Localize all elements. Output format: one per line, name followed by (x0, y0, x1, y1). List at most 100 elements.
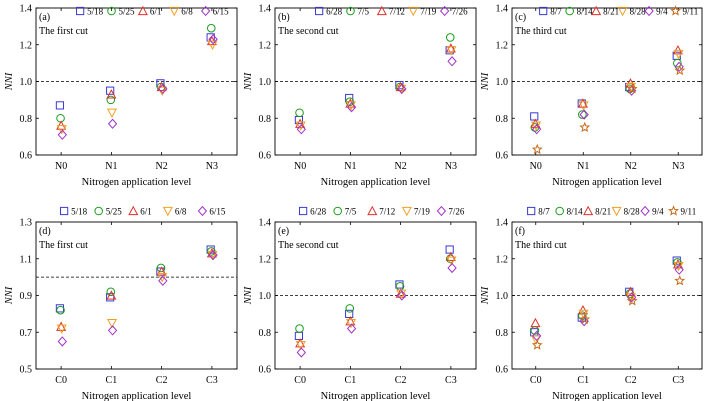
chart-panel-d: 0.5 0.7 0.9 1.1 1.3 C0 C1 C2 C3 Nitrogen applicat… (4, 205, 238, 401)
data-point (674, 275, 686, 286)
legend-label: 9/4 (656, 7, 668, 17)
data-point (345, 304, 355, 313)
x-tick-label: C1 (106, 375, 118, 386)
data-point (107, 118, 118, 129)
legend-label: 7/19 (414, 207, 431, 217)
legend-label: 5/18 (87, 7, 104, 17)
data-point (345, 309, 354, 318)
panel-label: (c) (515, 12, 526, 23)
legend-label: 6/8 (175, 207, 187, 217)
data-point (446, 46, 457, 56)
chart-panel-e: 0.6 0.8 1.0 1.2 1.4 C0 C1 C2 C3 Nitrogen applicat… (243, 205, 477, 401)
data-point (530, 118, 541, 128)
y-tick-label: 1.0 (496, 291, 509, 302)
data-point (626, 295, 638, 306)
panel-label: (f) (515, 226, 525, 237)
data-point (57, 336, 68, 347)
y-tick-label: 0.6 (496, 151, 509, 162)
legend-marker (565, 6, 574, 16)
legend-label: 8/14 (577, 7, 594, 17)
y-tick-label: 1.0 (259, 77, 272, 88)
data-point (295, 324, 304, 333)
y-tick-label: 0.6 (259, 365, 272, 376)
data-point (447, 262, 457, 274)
legend-marker (128, 205, 139, 216)
data-point (674, 64, 686, 76)
legend-label: 6/8 (181, 7, 193, 17)
legend-marker (60, 206, 69, 216)
data-point (296, 347, 307, 358)
data-point (445, 43, 456, 53)
x-tick-label: N1 (344, 161, 356, 172)
x-tick-label: C1 (345, 375, 357, 386)
chart-panel-a: 0.6 0.8 1.0 1.2 1.4 N0 N1 N2 N3 Nitrogen applicat… (4, 4, 238, 188)
x-tick-label: C2 (625, 375, 637, 386)
legend-marker (169, 6, 180, 17)
y-axis-title: NNI (480, 286, 491, 305)
legend-marker (333, 206, 342, 216)
data-point (625, 286, 636, 296)
data-point (158, 275, 168, 286)
y-axis-title: NNI (480, 72, 491, 91)
legend-marker (401, 206, 412, 217)
legend-label: 9/4 (652, 207, 664, 217)
data-point (295, 108, 304, 118)
data-point (106, 108, 118, 118)
x-tick-label: N2 (625, 161, 637, 172)
legend-label: 7/26 (452, 7, 469, 17)
data-point (626, 292, 637, 303)
legend-label: 7/12 (379, 207, 395, 217)
legend-label: 6/28 (310, 207, 327, 217)
x-tick-label: C3 (445, 375, 457, 386)
data-point (296, 124, 307, 135)
legend-label: 8/28 (630, 7, 647, 17)
data-point (156, 263, 166, 273)
x-axis-title: Nitrogen application level (552, 177, 662, 188)
data-point (206, 247, 217, 258)
legend-label: 6/1 (140, 207, 152, 217)
data-point (531, 335, 542, 345)
x-tick-label: C0 (55, 375, 67, 386)
legend-label: 7/26 (448, 207, 465, 217)
x-axis-title: Nitrogen application level (82, 391, 192, 401)
chart-panel-f: 0.6 0.8 1.0 1.2 1.4 C0 C1 C2 C3 Nitrogen applicat… (480, 205, 703, 401)
legend-marker (640, 205, 650, 217)
legend-marker (527, 206, 536, 216)
data-point (346, 102, 357, 113)
legend-marker (76, 6, 85, 16)
data-point (55, 101, 65, 110)
legend-label: 5/18 (71, 207, 88, 217)
y-tick-label: 1.1 (20, 254, 33, 265)
panel-annotation: The first cut (39, 26, 88, 37)
data-point (106, 86, 115, 95)
legend-marker (94, 206, 103, 216)
data-point (56, 305, 65, 315)
legend-marker (439, 5, 450, 17)
data-point (530, 317, 541, 328)
data-point (397, 83, 407, 94)
legend-label: 6/28 (326, 7, 343, 17)
legend-marker (197, 205, 208, 217)
legend-marker (408, 6, 419, 17)
legend-marker (367, 205, 378, 216)
data-point (531, 143, 543, 155)
panel-annotation: The second cut (278, 26, 339, 37)
y-tick-label: 0.8 (259, 114, 272, 125)
data-point (208, 34, 218, 45)
data-point (530, 112, 539, 121)
legend-marker (644, 5, 654, 17)
chart-panel-b: 0.6 0.8 1.0 1.2 1.4 N0 N1 N2 N3 Nitrogen applicat… (243, 4, 477, 188)
legend-marker (591, 5, 602, 16)
legend-label: 8/21 (603, 7, 619, 17)
x-tick-label: N2 (156, 161, 168, 172)
data-point (106, 95, 116, 105)
x-tick-label: C2 (395, 375, 407, 386)
y-tick-label: 1.2 (496, 40, 509, 51)
legend-marker (299, 206, 308, 216)
data-point (447, 56, 457, 67)
data-point (106, 287, 116, 297)
panel-label: (d) (39, 226, 51, 237)
y-tick-label: 1.4 (259, 218, 272, 229)
data-point (674, 61, 684, 72)
x-axis-title: Nitrogen application level (321, 177, 431, 188)
